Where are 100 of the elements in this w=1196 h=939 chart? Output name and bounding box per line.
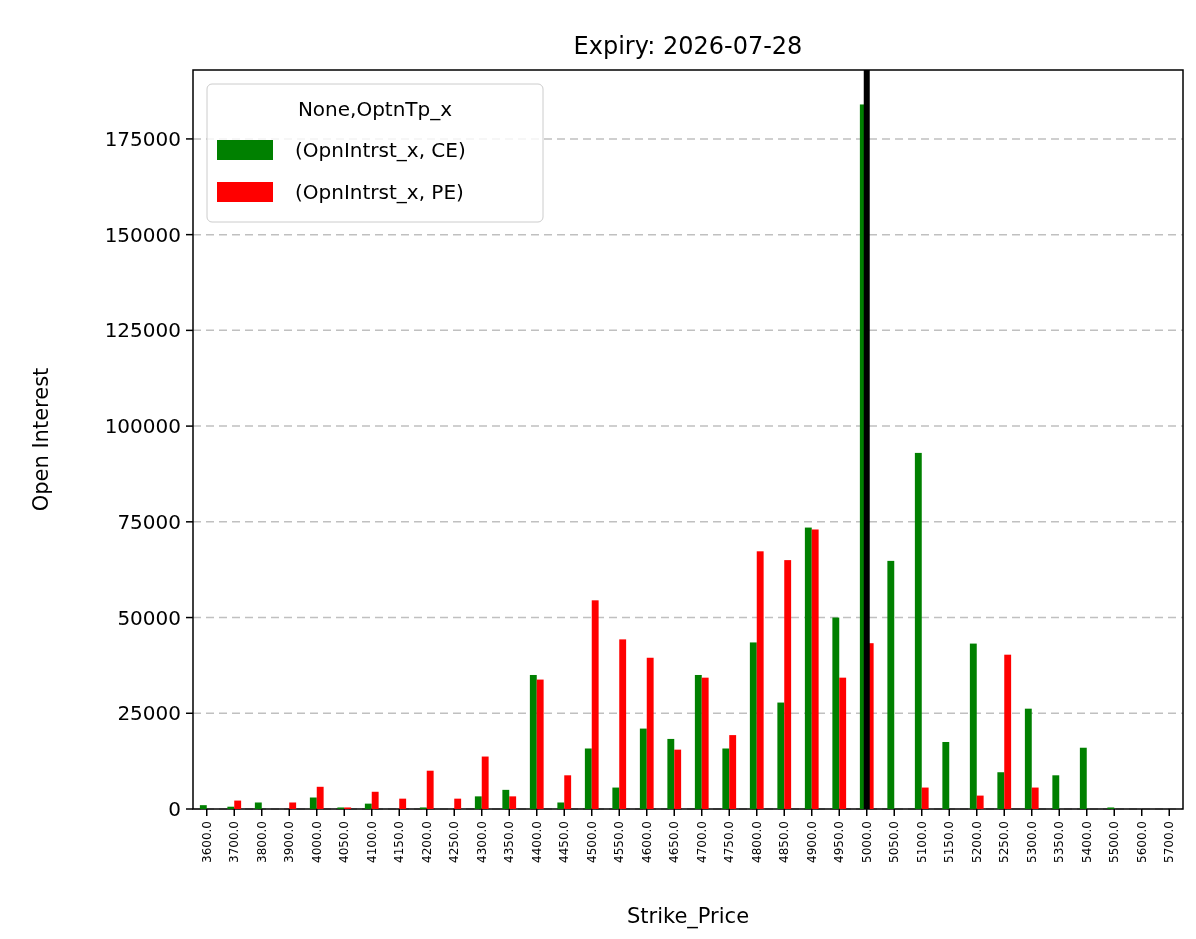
x-tick-label: 4500.0	[584, 821, 599, 863]
y-tick-label: 50000	[117, 605, 181, 630]
bar	[234, 800, 242, 809]
bar	[454, 798, 462, 809]
x-tick-label: 4950.0	[832, 821, 847, 863]
x-tick-label: 5700.0	[1162, 821, 1177, 863]
x-tick-label: 5300.0	[1024, 821, 1039, 863]
x-tick-label: 4700.0	[694, 821, 709, 863]
y-tick-label: 0	[168, 797, 181, 821]
bar	[309, 797, 317, 809]
x-tick-label: 5600.0	[1134, 821, 1149, 863]
legend-label: (OpnIntrst_x, PE)	[295, 180, 464, 204]
bar	[509, 796, 517, 809]
x-tick-label: 4450.0	[557, 821, 572, 863]
bar	[426, 770, 434, 809]
y-tick-label: 25000	[117, 701, 181, 726]
chart-title: Expiry: 2026-07-28	[573, 32, 803, 60]
bar	[694, 674, 702, 809]
bar	[502, 789, 510, 809]
bar	[564, 775, 572, 809]
bar	[1031, 787, 1039, 809]
bar	[832, 617, 840, 809]
y-tick-label: 175000	[104, 126, 181, 151]
x-axis-title: Strike_Price	[626, 904, 750, 929]
bar	[942, 741, 950, 809]
bar	[1052, 775, 1060, 809]
y-tick-label: 75000	[117, 509, 181, 534]
bar	[557, 802, 565, 809]
bar	[612, 787, 620, 809]
x-tick-label: 4400.0	[529, 821, 544, 863]
x-tick-label: 5150.0	[942, 821, 957, 863]
x-tick-label: 4000.0	[309, 821, 324, 863]
x-tick-label: 5000.0	[859, 821, 874, 863]
x-tick-label: 3700.0	[227, 821, 242, 863]
bar	[316, 786, 324, 809]
x-tick-label: 5250.0	[997, 821, 1012, 863]
x-tick-label: 4250.0	[447, 821, 462, 863]
bar	[674, 749, 682, 809]
bar	[1024, 708, 1032, 809]
x-tick-label: 5500.0	[1107, 821, 1122, 863]
x-tick-label: 5400.0	[1079, 821, 1094, 863]
bar	[371, 791, 379, 809]
bar	[804, 527, 812, 809]
x-tick-label: 4850.0	[777, 821, 792, 863]
x-tick-label: 4200.0	[419, 821, 434, 863]
x-tick-label: 4800.0	[749, 821, 764, 863]
bar	[536, 679, 544, 809]
x-tick-label: 4750.0	[722, 821, 737, 863]
bar	[976, 795, 984, 809]
x-tick-label: 4350.0	[502, 821, 517, 863]
bar	[289, 802, 297, 809]
bar	[749, 642, 757, 809]
bar	[364, 803, 372, 809]
y-tick-label: 150000	[104, 222, 181, 247]
bar	[254, 802, 262, 809]
legend-title: None,OptnTp_x	[297, 97, 453, 121]
bar	[474, 796, 482, 809]
bar	[399, 798, 407, 809]
x-tick-label: 5200.0	[969, 821, 984, 863]
bar	[756, 551, 764, 809]
y-tick-label: 125000	[104, 318, 181, 343]
bar	[1004, 654, 1012, 809]
bar	[481, 756, 489, 809]
bar	[646, 657, 654, 809]
x-tick-label: 3800.0	[254, 821, 269, 863]
bar	[701, 677, 709, 809]
bar	[839, 677, 847, 809]
bar	[784, 560, 792, 809]
bar	[667, 738, 675, 809]
x-tick-label: 3600.0	[199, 821, 214, 863]
bar	[997, 772, 1005, 809]
x-tick-label: 4150.0	[392, 821, 407, 863]
bar	[914, 452, 922, 809]
bar	[584, 748, 592, 809]
x-tick-label: 4300.0	[474, 821, 489, 863]
x-tick-label: 4050.0	[337, 821, 352, 863]
bar	[811, 529, 819, 809]
x-tick-label: 4600.0	[639, 821, 654, 863]
x-tick-label: 5350.0	[1052, 821, 1067, 863]
bar	[591, 600, 599, 809]
x-tick-label: 4650.0	[667, 821, 682, 863]
bar	[969, 643, 977, 809]
bar	[722, 748, 730, 809]
legend-label: (OpnIntrst_x, CE)	[295, 138, 466, 162]
x-tick-label: 4900.0	[804, 821, 819, 863]
x-tick-label: 4100.0	[364, 821, 379, 863]
bar	[777, 702, 785, 809]
bar	[1079, 747, 1087, 809]
bar	[529, 674, 537, 809]
bar	[729, 735, 737, 809]
bar	[199, 805, 207, 809]
bar	[639, 728, 647, 809]
bar	[921, 787, 929, 809]
bar	[619, 639, 627, 809]
y-tick-label: 100000	[104, 414, 181, 439]
x-tick-label: 5100.0	[914, 821, 929, 863]
bar	[887, 560, 895, 809]
y-axis-title: Open Interest	[29, 367, 53, 512]
x-tick-label: 5050.0	[887, 821, 902, 863]
x-tick-label: 4550.0	[612, 821, 627, 863]
